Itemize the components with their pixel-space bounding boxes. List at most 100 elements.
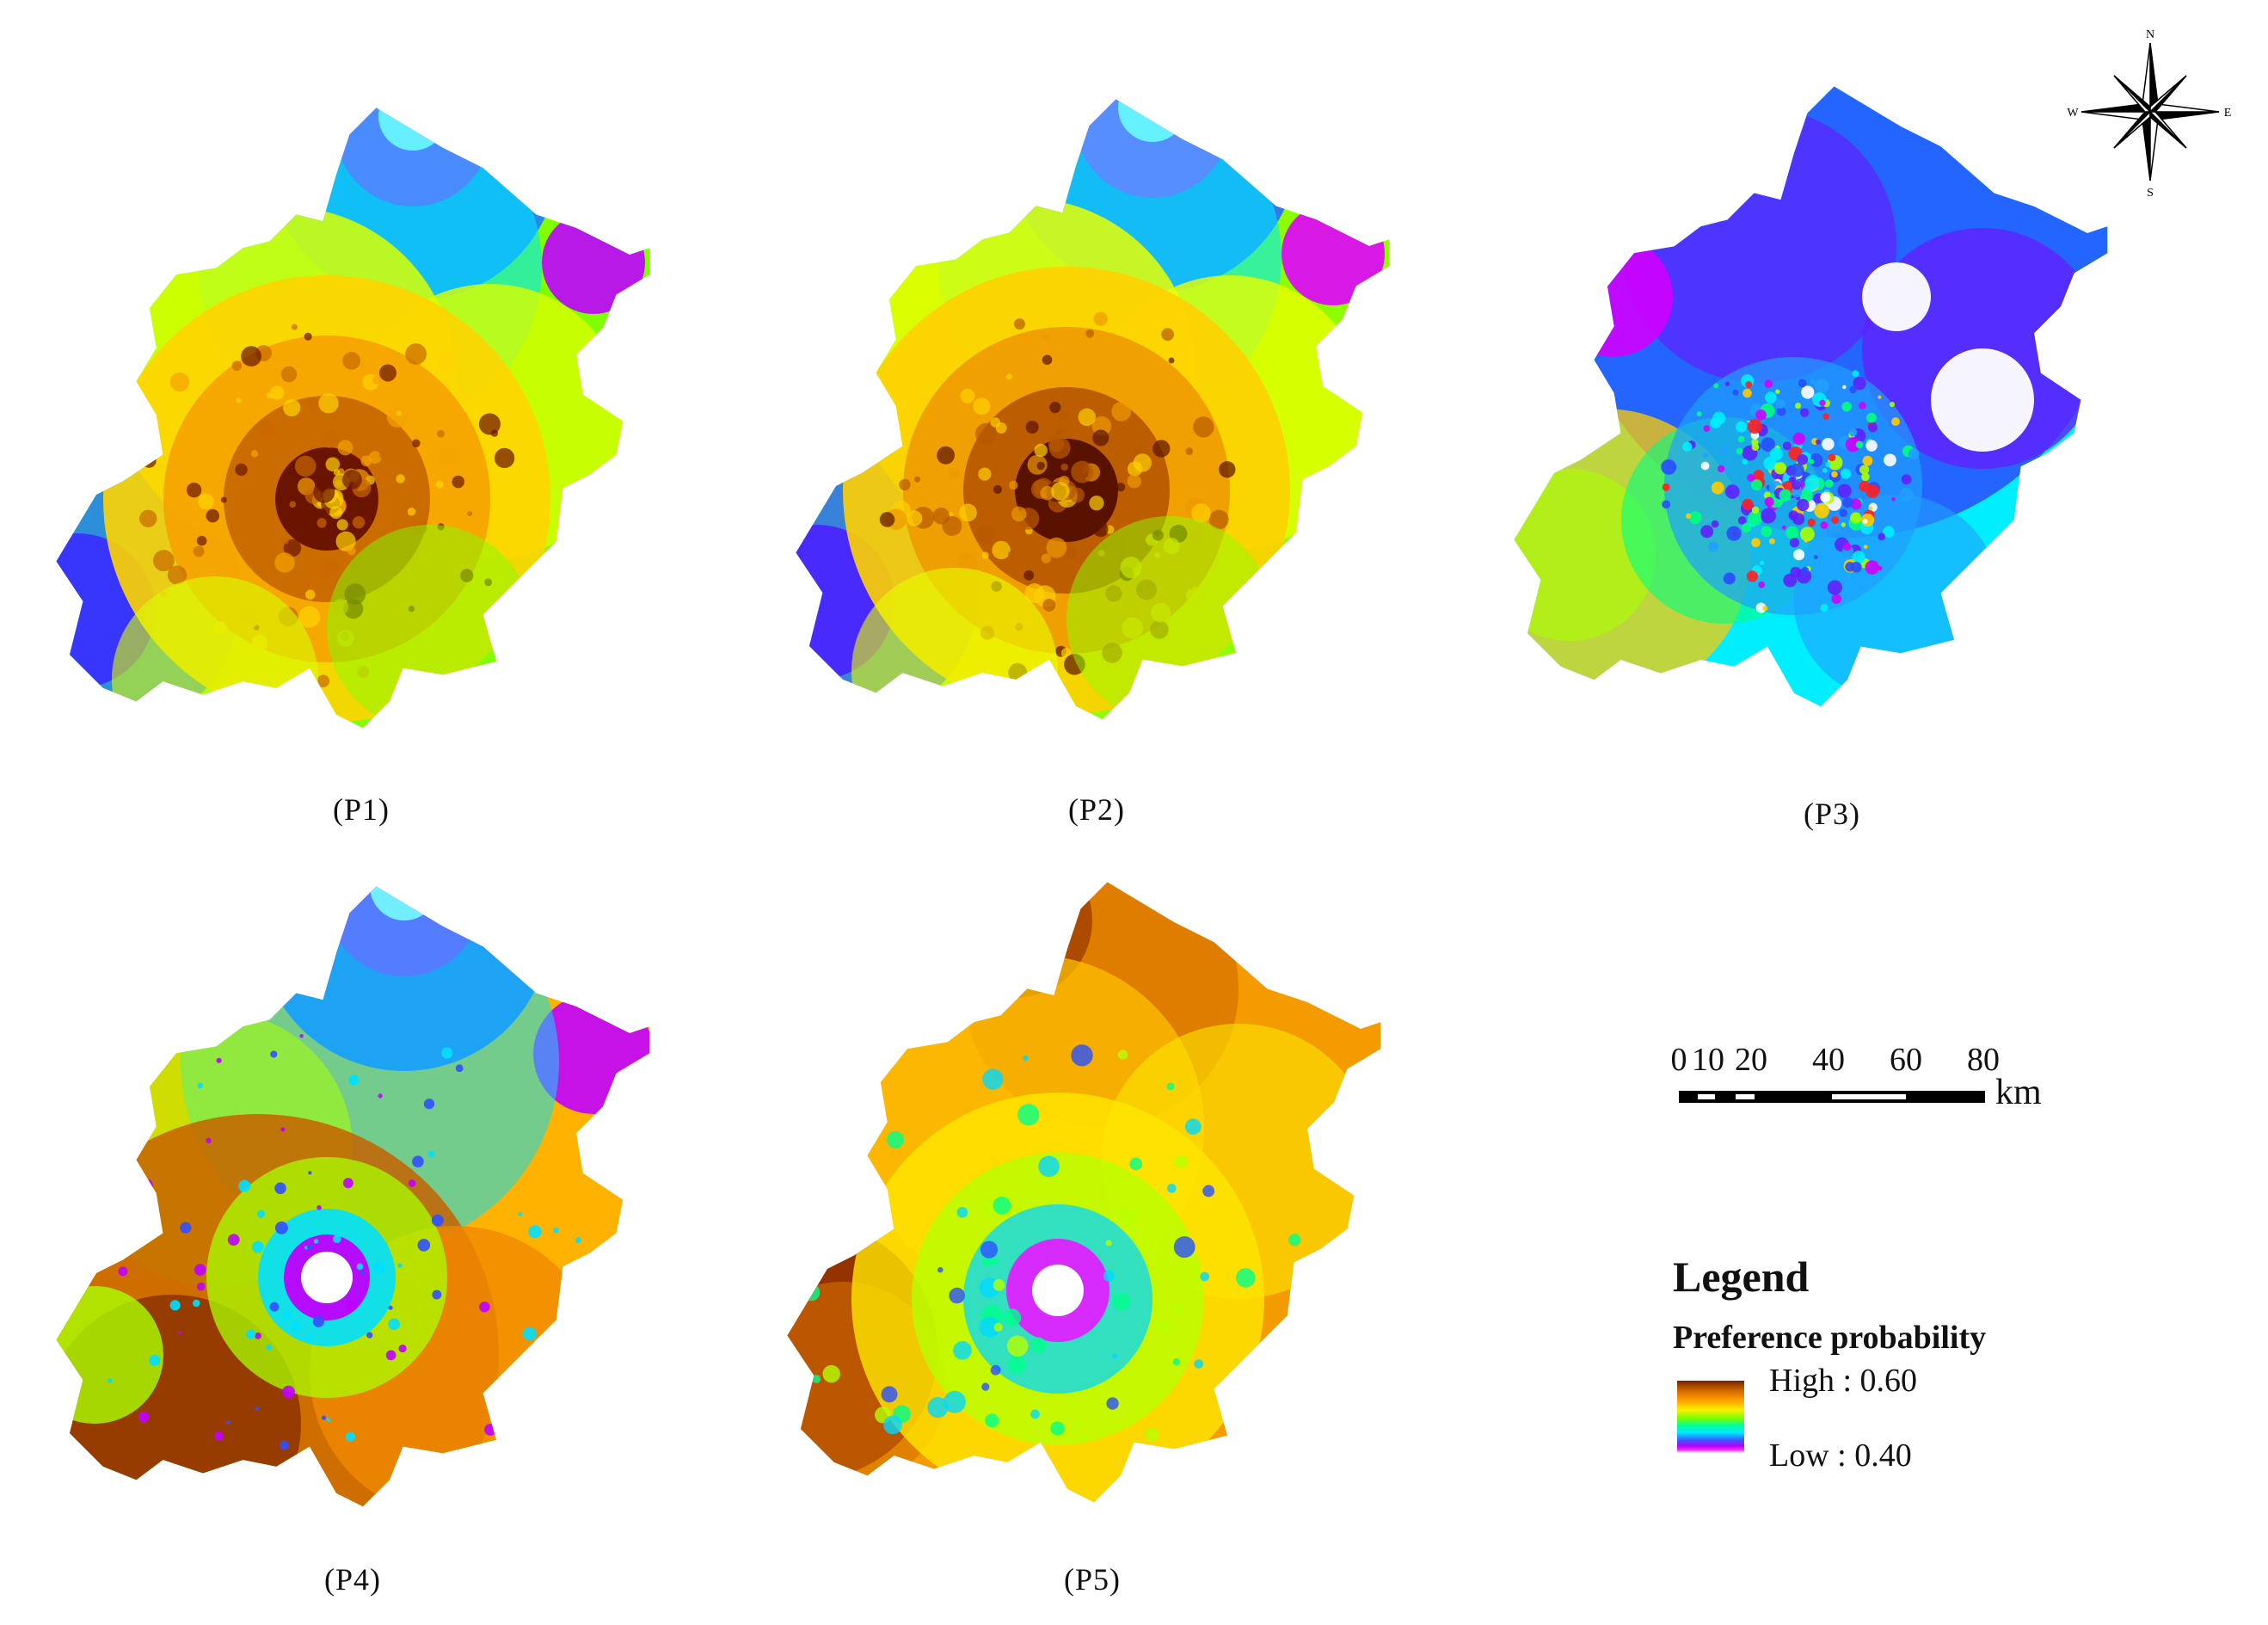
raster-blob <box>299 1034 304 1038</box>
raster-blob <box>304 332 312 341</box>
raster-blob <box>1790 463 1804 477</box>
raster-blob <box>981 1201 993 1213</box>
raster-blob <box>1758 581 1766 588</box>
raster-blob <box>1814 502 1829 519</box>
raster-blob <box>982 1257 992 1267</box>
raster-blob <box>973 397 991 415</box>
raster-blob <box>1745 381 1753 388</box>
raster-blob <box>283 539 302 557</box>
raster-blob <box>325 457 341 471</box>
raster-blob <box>1819 399 1826 407</box>
raster-blob <box>981 1382 990 1391</box>
raster-blob <box>1786 526 1799 539</box>
raster-blob <box>1688 511 1702 525</box>
raster-blob <box>822 1364 840 1383</box>
raster-blob <box>1702 452 1708 459</box>
map-p4 <box>56 886 650 1507</box>
raster-blob <box>542 211 645 314</box>
raster-blob <box>289 501 297 508</box>
scale-tick-0: 0 <box>1670 1042 1687 1078</box>
raster-blob <box>1103 1270 1115 1282</box>
raster-blob <box>518 1211 523 1217</box>
raster-blob <box>1737 435 1745 443</box>
raster-blob <box>1071 460 1094 483</box>
raster-blob <box>1828 520 1841 533</box>
raster-blob <box>298 606 321 628</box>
raster-blob <box>1789 538 1800 548</box>
legend-color-ramp <box>1677 1381 1744 1453</box>
raster-blob <box>412 1155 424 1168</box>
raster-blob <box>1111 401 1132 422</box>
raster-blob <box>1173 1236 1195 1259</box>
raster-blob <box>1092 521 1109 538</box>
raster-blob <box>913 476 921 483</box>
raster-blob <box>1717 465 1725 473</box>
raster-blob <box>432 1290 442 1300</box>
raster-blob <box>1842 542 1852 551</box>
panel-label-p3: (P3) <box>1804 797 1860 831</box>
raster-blob <box>1236 1268 1256 1288</box>
raster-blob <box>1820 521 1829 529</box>
raster-blob <box>1053 513 1066 526</box>
raster-blob <box>385 1350 396 1361</box>
raster-blob <box>1899 487 1915 502</box>
raster-blob <box>1030 1337 1047 1353</box>
raster-blob <box>1208 509 1229 530</box>
raster-blob <box>427 1150 435 1158</box>
raster-blob <box>886 1130 905 1149</box>
raster-blob <box>1030 1409 1040 1419</box>
raster-blob <box>1058 409 1070 421</box>
raster-blob <box>112 576 318 729</box>
raster-blob <box>1145 1427 1159 1442</box>
raster-blob <box>327 525 533 729</box>
raster-blob <box>1855 440 1864 449</box>
raster-blob <box>974 422 997 445</box>
raster-blob <box>1762 606 1768 612</box>
raster-blob <box>1761 526 1773 538</box>
raster-blob <box>1127 461 1143 477</box>
raster-blob <box>1006 1335 1029 1357</box>
raster-blob <box>193 1299 200 1308</box>
map-panel-p3 <box>1501 60 2137 766</box>
raster-blob <box>1048 437 1071 459</box>
raster-blob <box>139 1179 153 1192</box>
raster-blob <box>317 674 330 687</box>
compass-rose-icon: N S E W <box>2064 26 2236 202</box>
raster-blob <box>1661 459 1677 475</box>
raster-blob <box>306 1244 313 1250</box>
raster-blob <box>326 1418 331 1422</box>
raster-blob <box>269 385 285 400</box>
raster-blob <box>206 1137 212 1144</box>
raster-blob <box>974 525 995 545</box>
raster-blob <box>356 1263 364 1271</box>
raster-blob <box>1755 409 1767 421</box>
raster-blob <box>283 398 301 417</box>
raster-blob <box>1165 1449 1174 1457</box>
raster-blob <box>198 493 214 510</box>
panel-label-p5: (P5) <box>1064 1562 1121 1597</box>
raster-blob <box>1066 516 1273 720</box>
raster-blob <box>993 484 1002 495</box>
raster-blob <box>1859 465 1870 475</box>
raster-blob <box>1748 510 1763 526</box>
raster-blob <box>342 1178 353 1189</box>
raster-blob <box>1773 462 1787 475</box>
raster-blob <box>169 372 190 392</box>
raster-blob <box>167 565 187 585</box>
raster-blob <box>236 397 242 403</box>
raster-blob <box>1861 472 1870 482</box>
raster-blob <box>979 1316 1000 1338</box>
scale-tick-40: 40 <box>1812 1042 1845 1078</box>
raster-blob <box>280 366 298 383</box>
raster-blob <box>1719 447 1728 456</box>
raster-blob <box>1713 383 1719 389</box>
raster-blob <box>1799 408 1810 417</box>
raster-blob <box>266 1344 273 1351</box>
raster-blob <box>250 450 259 458</box>
raster-blob <box>1863 545 1868 550</box>
raster-blob <box>246 1329 256 1339</box>
raster-blob <box>378 1093 383 1099</box>
raster-blob <box>256 419 275 438</box>
raster-blob <box>1862 262 1931 331</box>
raster-blob <box>1184 1118 1202 1136</box>
